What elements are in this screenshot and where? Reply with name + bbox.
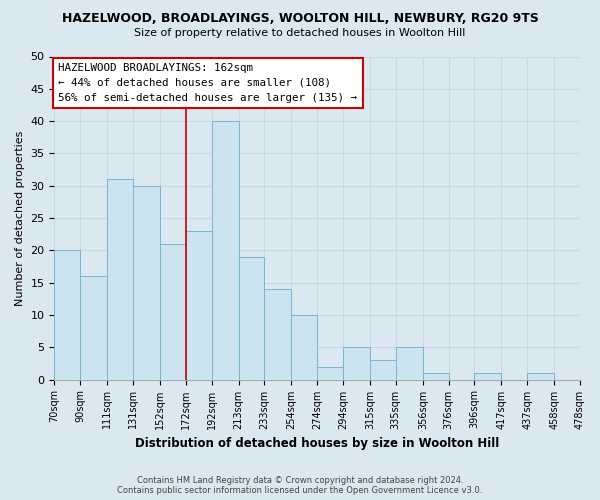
Bar xyxy=(370,360,396,380)
Text: Contains HM Land Registry data © Crown copyright and database right 2024.
Contai: Contains HM Land Registry data © Crown c… xyxy=(118,476,482,495)
Bar xyxy=(527,373,554,380)
Bar xyxy=(133,186,160,380)
Bar xyxy=(580,373,600,380)
Bar xyxy=(423,373,449,380)
Bar xyxy=(343,348,370,380)
Bar xyxy=(475,373,502,380)
Bar xyxy=(160,244,186,380)
Y-axis label: Number of detached properties: Number of detached properties xyxy=(15,130,25,306)
Text: HAZELWOOD, BROADLAYINGS, WOOLTON HILL, NEWBURY, RG20 9TS: HAZELWOOD, BROADLAYINGS, WOOLTON HILL, N… xyxy=(62,12,538,26)
Bar xyxy=(317,366,343,380)
Bar xyxy=(292,315,317,380)
Bar xyxy=(107,180,133,380)
Bar xyxy=(239,257,265,380)
Bar xyxy=(396,348,423,380)
Bar xyxy=(265,289,292,380)
Text: Size of property relative to detached houses in Woolton Hill: Size of property relative to detached ho… xyxy=(134,28,466,38)
Bar xyxy=(186,231,212,380)
Bar xyxy=(212,121,239,380)
Text: HAZELWOOD BROADLAYINGS: 162sqm
← 44% of detached houses are smaller (108)
56% of: HAZELWOOD BROADLAYINGS: 162sqm ← 44% of … xyxy=(58,63,357,102)
Bar xyxy=(55,250,80,380)
X-axis label: Distribution of detached houses by size in Woolton Hill: Distribution of detached houses by size … xyxy=(135,437,499,450)
Bar xyxy=(80,276,107,380)
